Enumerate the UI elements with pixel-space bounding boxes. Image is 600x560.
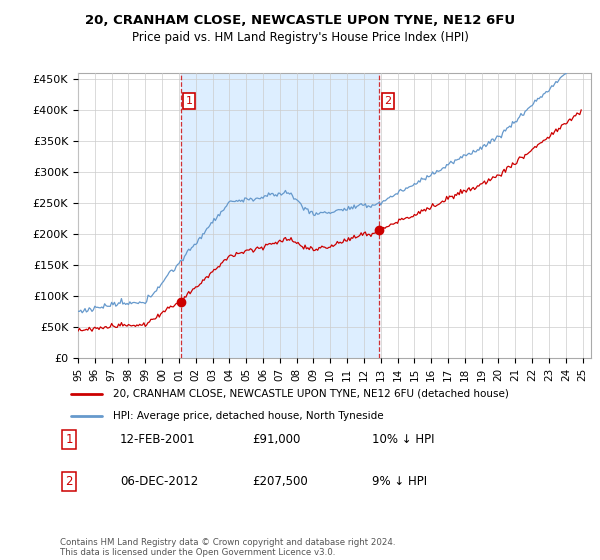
Text: £207,500: £207,500	[252, 475, 308, 488]
Text: 1: 1	[185, 96, 193, 106]
Text: 2: 2	[65, 475, 73, 488]
Bar	[181, 73, 379, 358]
Text: 9% ↓ HPI: 9% ↓ HPI	[372, 475, 427, 488]
Text: Contains HM Land Registry data © Crown copyright and database right 2024.
This d: Contains HM Land Registry data © Crown c…	[60, 538, 395, 557]
Text: 1: 1	[65, 433, 73, 446]
Text: 12-FEB-2001: 12-FEB-2001	[120, 433, 196, 446]
Text: 10% ↓ HPI: 10% ↓ HPI	[372, 433, 434, 446]
Text: 06-DEC-2012: 06-DEC-2012	[120, 475, 198, 488]
Text: 2: 2	[385, 96, 392, 106]
Text: Price paid vs. HM Land Registry's House Price Index (HPI): Price paid vs. HM Land Registry's House …	[131, 31, 469, 44]
Text: 20, CRANHAM CLOSE, NEWCASTLE UPON TYNE, NE12 6FU: 20, CRANHAM CLOSE, NEWCASTLE UPON TYNE, …	[85, 14, 515, 27]
Text: 20, CRANHAM CLOSE, NEWCASTLE UPON TYNE, NE12 6FU (detached house): 20, CRANHAM CLOSE, NEWCASTLE UPON TYNE, …	[113, 389, 509, 399]
Text: HPI: Average price, detached house, North Tyneside: HPI: Average price, detached house, Nort…	[113, 410, 383, 421]
Text: £91,000: £91,000	[252, 433, 301, 446]
